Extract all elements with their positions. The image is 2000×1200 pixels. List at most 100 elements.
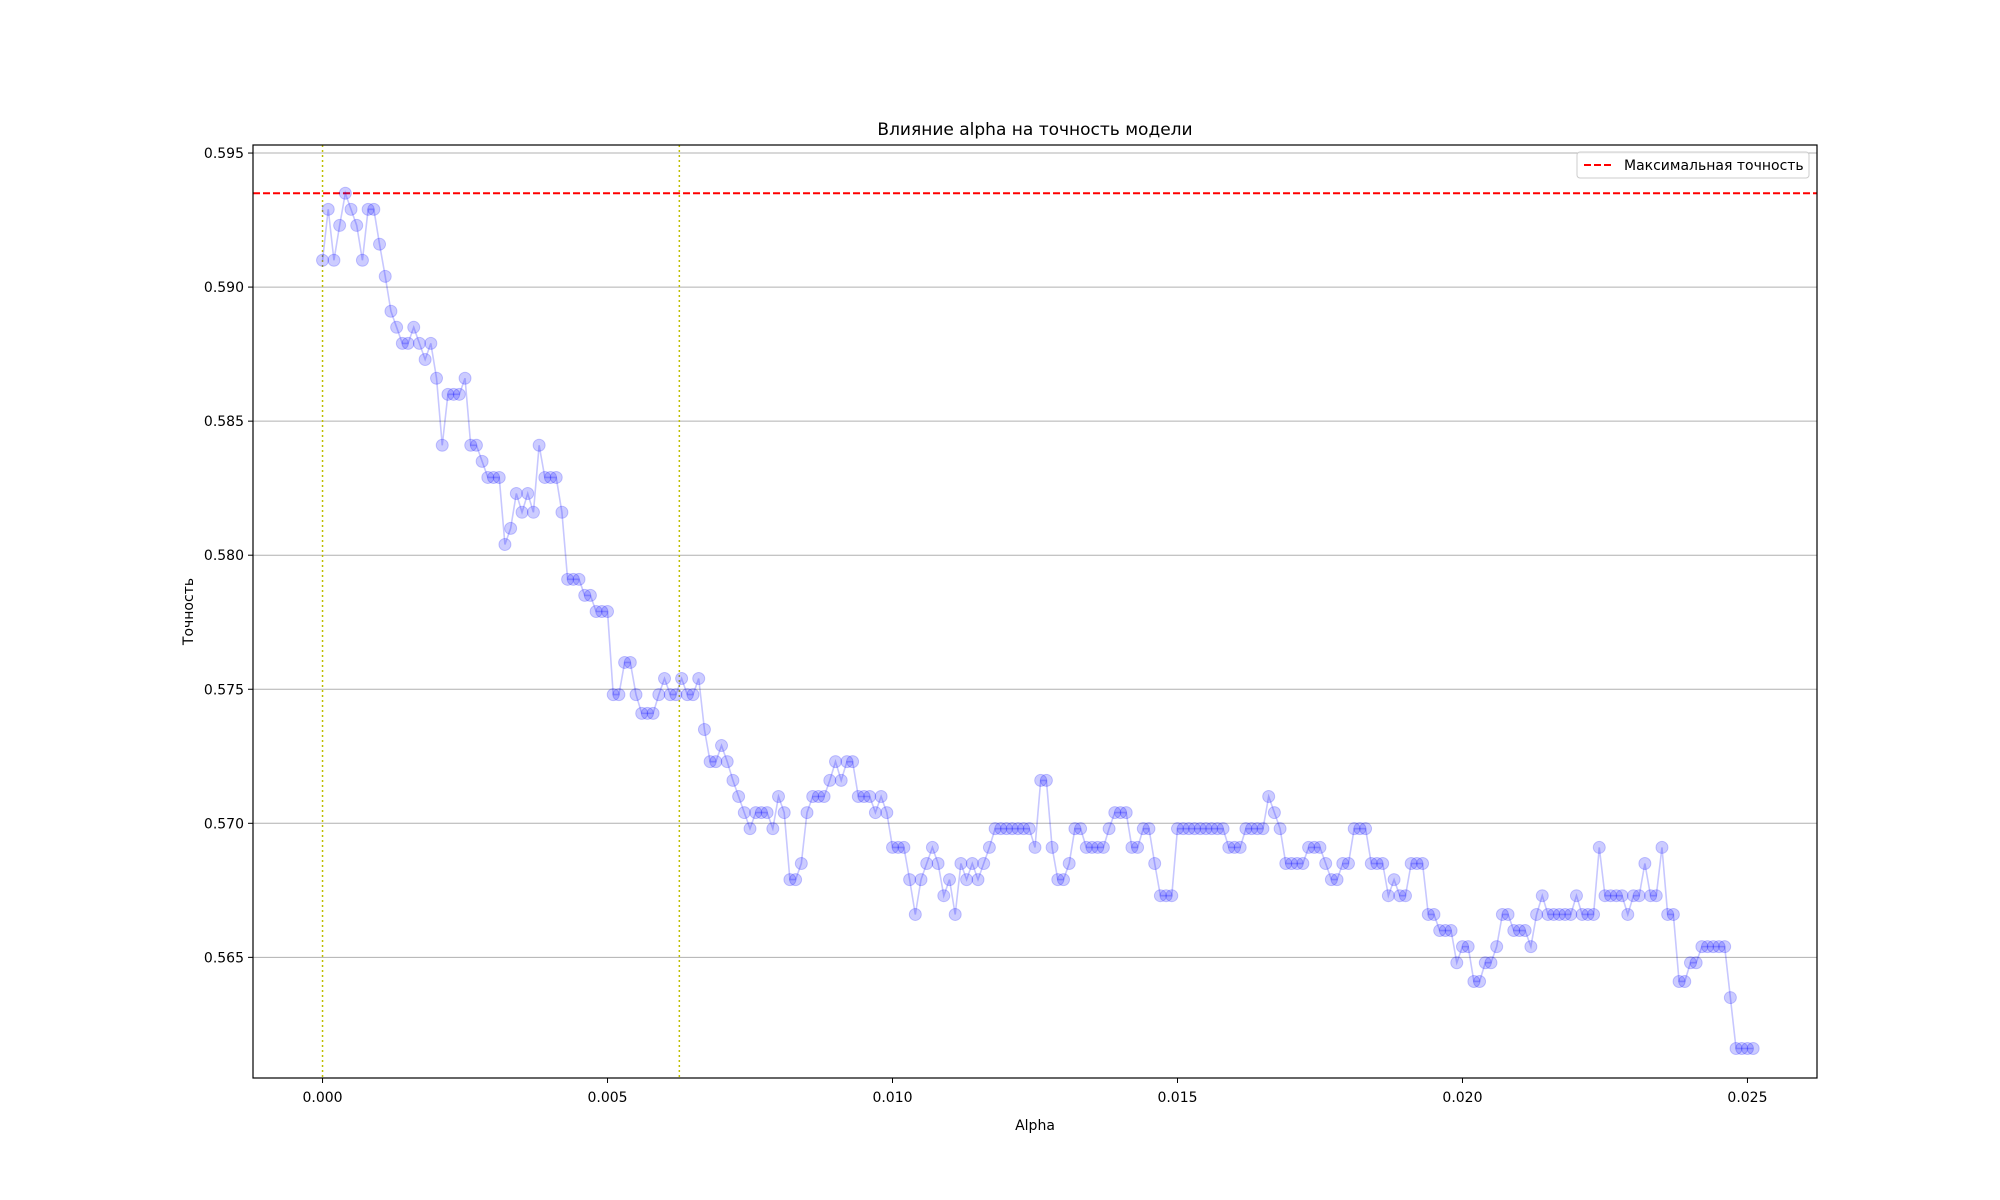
data-point-11 <box>378 269 392 283</box>
x-tick-label-3: 0.015 <box>1157 1090 1197 1106</box>
x-tick-label-4: 0.020 <box>1442 1090 1482 1106</box>
data-point-206 <box>1490 940 1504 954</box>
data-point-184 <box>1364 857 1378 871</box>
data-point-133 <box>1074 822 1088 836</box>
data-point-171 <box>1290 857 1304 871</box>
data-point-75 <box>743 822 757 836</box>
data-point-61 <box>663 688 677 702</box>
data-point-246 <box>1718 940 1732 954</box>
data-point-101 <box>891 840 905 854</box>
data-point-244 <box>1706 940 1720 954</box>
legend: Максимальная точность <box>1576 151 1810 179</box>
data-point-128 <box>1045 840 1059 854</box>
data-point-137 <box>1096 840 1110 854</box>
data-point-29 <box>481 470 495 484</box>
data-point-74 <box>737 806 751 820</box>
data-point-50 <box>601 605 615 618</box>
data-point-191 <box>1404 857 1418 871</box>
data-point-167 <box>1267 806 1281 820</box>
legend-label-max-accuracy: Максимальная точность <box>1624 158 1804 174</box>
data-point-172 <box>1296 857 1310 871</box>
data-point-114 <box>965 857 979 871</box>
data-point-155 <box>1199 822 1213 836</box>
data-point-199 <box>1450 956 1464 970</box>
data-point-13 <box>390 320 404 334</box>
data-point-221 <box>1575 907 1589 921</box>
data-point-225 <box>1598 889 1612 903</box>
data-point-39 <box>538 470 552 484</box>
data-point-70 <box>715 739 729 753</box>
data-point-143 <box>1131 840 1145 854</box>
data-point-117 <box>982 840 996 854</box>
data-point-165 <box>1256 822 1270 836</box>
data-point-89 <box>823 773 837 787</box>
y-tick-label-5: 0.590 <box>204 280 244 296</box>
data-point-40 <box>544 470 558 484</box>
data-point-62 <box>669 688 683 702</box>
data-point-56 <box>635 706 649 720</box>
y-axis-label: Точность <box>181 578 197 646</box>
data-point-131 <box>1062 857 1076 871</box>
data-point-233 <box>1644 889 1658 903</box>
y-tick-label-4: 0.585 <box>204 414 244 430</box>
data-point-17 <box>412 336 426 350</box>
data-point-2 <box>327 253 341 267</box>
x-axis-ticks: 0.000 0.005 0.010 0.015 0.020 0.025 <box>302 1078 1768 1106</box>
data-point-234 <box>1649 889 1663 903</box>
data-point-226 <box>1604 889 1618 903</box>
y-tick-label-2: 0.575 <box>204 682 244 698</box>
data-point-197 <box>1438 924 1452 938</box>
data-point-208 <box>1501 907 1515 921</box>
data-point-148 <box>1159 889 1173 903</box>
data-point-37 <box>526 505 540 519</box>
data-point-110 <box>943 873 956 887</box>
data-point-92 <box>840 755 854 769</box>
data-point-83 <box>789 873 803 887</box>
data-point-192 <box>1410 857 1424 871</box>
data-point-146 <box>1148 857 1162 871</box>
data-point-104 <box>908 907 922 921</box>
data-point-22 <box>441 387 455 401</box>
data-point-163 <box>1245 822 1259 836</box>
data-point-150 <box>1170 822 1184 836</box>
data-point-77 <box>754 806 768 820</box>
data-point-28 <box>475 454 489 468</box>
data-point-229 <box>1621 907 1635 921</box>
data-point-250 <box>1740 1042 1754 1056</box>
data-point-228 <box>1615 889 1629 903</box>
y-tick-label-6: 0.595 <box>204 146 244 162</box>
data-point-223 <box>1587 907 1601 921</box>
data-point-7 <box>355 253 369 267</box>
data-point-195 <box>1427 907 1441 921</box>
data-point-201 <box>1461 940 1475 954</box>
data-point-31 <box>492 470 506 484</box>
data-point-161 <box>1233 840 1247 854</box>
data-point-98 <box>874 789 888 803</box>
data-point-134 <box>1079 840 1093 854</box>
data-point-118 <box>988 822 1002 836</box>
data-point-151 <box>1176 822 1190 836</box>
data-point-84 <box>794 857 808 871</box>
data-point-239 <box>1678 974 1692 988</box>
data-point-53 <box>618 655 632 669</box>
data-point-200 <box>1455 940 1469 954</box>
data-point-105 <box>914 873 928 887</box>
data-point-80 <box>772 789 786 803</box>
data-point-166 <box>1262 789 1276 803</box>
data-point-121 <box>1005 822 1019 836</box>
data-point-47 <box>583 588 597 602</box>
data-point-21 <box>435 438 449 452</box>
data-point-231 <box>1632 889 1646 903</box>
data-point-106 <box>920 857 934 871</box>
data-point-212 <box>1524 940 1538 954</box>
data-point-188 <box>1387 873 1401 887</box>
data-point-139 <box>1108 806 1122 820</box>
data-point-67 <box>697 722 711 736</box>
plot-frame <box>252 144 1818 1079</box>
data-point-202 <box>1467 974 1481 988</box>
data-point-45 <box>572 572 586 586</box>
legend-box <box>1576 151 1810 179</box>
data-point-245 <box>1712 940 1726 954</box>
data-point-54 <box>623 655 637 669</box>
